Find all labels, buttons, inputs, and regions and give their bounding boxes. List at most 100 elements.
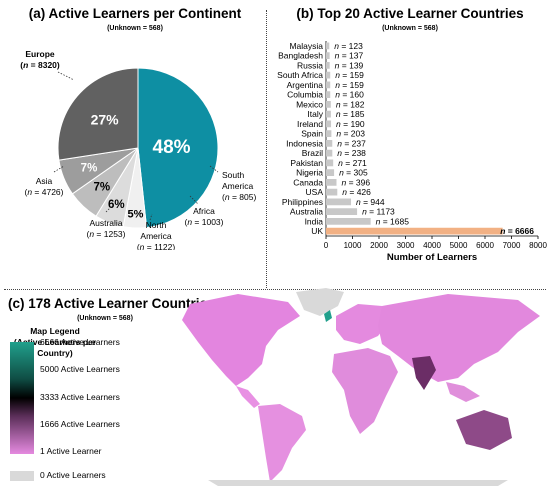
pie-leader-north-america xyxy=(149,213,153,221)
bar-value-label: n = 6666 xyxy=(500,226,534,236)
bar-pakistan xyxy=(326,159,334,167)
world-map xyxy=(182,288,540,486)
legend-zero-swatch xyxy=(10,471,34,481)
bar-x-tick-label: 0 xyxy=(324,241,329,250)
bar-value-label: n = 159 xyxy=(335,80,364,90)
map-central-america xyxy=(236,386,260,408)
map-north-america xyxy=(182,294,300,386)
pie-label-south-america-line-0: South xyxy=(222,170,244,180)
map-australia xyxy=(456,410,512,450)
bar-value-label: n = 182 xyxy=(336,99,365,109)
bar-category-label: Philippines xyxy=(282,197,323,207)
pie-label-south-america-line-1: America xyxy=(222,181,253,191)
bar-category-label: India xyxy=(305,216,324,226)
pie-percent-asia: 27% xyxy=(91,111,120,127)
bar-x-axis-title: Number of Learners xyxy=(387,252,477,260)
bar-category-label: Italy xyxy=(307,109,323,119)
pie-label-africa-line-0: Africa xyxy=(193,206,215,216)
bar-malaysia xyxy=(326,42,330,50)
vertical-divider xyxy=(266,10,267,288)
pie-label-europe-name: Europe xyxy=(25,49,55,59)
map-title: (c) 178 Active Learner Countries xyxy=(8,296,215,311)
bar-value-label: n = 426 xyxy=(342,187,371,197)
bar-value-label: n = 137 xyxy=(335,51,364,61)
map-south-america xyxy=(258,404,306,482)
bar-value-label: n = 185 xyxy=(336,109,365,119)
bar-x-tick-label: 4000 xyxy=(423,241,441,250)
pie-percent-australia: 7% xyxy=(81,163,98,175)
bar-x-tick-label: 2000 xyxy=(370,241,388,250)
legend-tick-1: 1 Active Learner xyxy=(40,446,102,456)
bar-value-label: n = 396 xyxy=(341,177,370,187)
bar-philippines xyxy=(326,198,352,206)
pie-percent-africa: 6% xyxy=(108,199,125,211)
pie-subtitle: (Unknown = 568) xyxy=(107,25,163,32)
bar-category-label: Columbia xyxy=(287,90,323,100)
pie-label-asia-line-0: Asia xyxy=(36,176,53,186)
bar-uk xyxy=(326,227,503,235)
bar-category-label: USA xyxy=(306,187,324,197)
pie-chart: 48%5%6%7%7%27%Europe(n = 8320)SouthAmeri… xyxy=(20,49,256,250)
bar-value-label: n = 238 xyxy=(337,148,366,158)
bar-south-africa xyxy=(326,71,331,79)
bar-argentina xyxy=(326,81,331,89)
map-uk xyxy=(324,310,332,322)
map-subtitle: (Unknown = 568) xyxy=(77,315,133,322)
bar-x-tick-label: 5000 xyxy=(450,241,468,250)
pie-label-africa-line-1: (n = 1003) xyxy=(184,217,223,227)
bar-brazil xyxy=(326,149,333,157)
bar-category-label: Pakistan xyxy=(290,158,323,168)
bar-value-label: n = 159 xyxy=(335,70,364,80)
bar-x-tick-label: 6000 xyxy=(476,241,494,250)
pie-label-australia-line-0: Australia xyxy=(89,218,122,228)
bar-value-label: n = 271 xyxy=(338,158,367,168)
pie-percent-europe: 48% xyxy=(153,137,191,158)
legend-zero-label: 0 Active Learners xyxy=(40,470,106,480)
bar-title: (b) Top 20 Active Learner Countries xyxy=(296,6,524,21)
bar-value-label: n = 237 xyxy=(337,138,366,148)
map-europe xyxy=(336,304,390,344)
bar-canada xyxy=(326,179,337,186)
map-asia xyxy=(378,294,540,382)
bar-category-label: Argentina xyxy=(287,80,324,90)
bar-italy xyxy=(326,110,331,118)
pie-slice-europe xyxy=(137,67,219,229)
bar-india xyxy=(326,218,371,225)
pie-label-europe-count-line-0: (n = 8320) xyxy=(20,60,60,70)
bar-category-label: Malaysia xyxy=(289,41,323,51)
pie-percent-south-america: 5% xyxy=(127,208,143,220)
bar-value-label: n = 203 xyxy=(336,129,365,139)
pie-leader-europe xyxy=(57,71,75,81)
bar-category-label: Brazil xyxy=(302,148,323,158)
bar-value-label: n = 1685 xyxy=(376,216,410,226)
bar-category-label: UK xyxy=(311,226,323,236)
bar-mexico xyxy=(326,101,331,108)
pie-title: (a) Active Learners per Continent xyxy=(28,6,242,21)
horizontal-divider xyxy=(4,289,546,290)
bar-value-label: n = 139 xyxy=(335,60,364,70)
bar-australia xyxy=(326,208,358,215)
bar-category-label: Russia xyxy=(297,60,323,70)
bar-chart: Malaysia n = 123 Bangladesh n = 137 Russia n … xyxy=(277,41,547,260)
pie-label-australia-line-1: (n = 1253) xyxy=(86,229,125,239)
bar-ireland xyxy=(326,120,332,128)
pie-label-north-america-line-2: (n = 1122) xyxy=(137,242,176,250)
pie-label-north-america-line-1: America xyxy=(140,231,171,241)
pie-slice-asia xyxy=(57,67,139,161)
pie-label-asia-line-1: (n = 4726) xyxy=(24,187,63,197)
bar-value-label: n = 305 xyxy=(339,168,368,178)
pie-leader-africa xyxy=(189,195,199,205)
bar-value-label: n = 1173 xyxy=(362,207,395,217)
bar-category-label: Indonesia xyxy=(286,138,323,148)
bar-value-label: n = 944 xyxy=(356,197,385,207)
bar-spain xyxy=(326,130,332,137)
bar-russia xyxy=(326,62,330,69)
map-greenland xyxy=(296,288,344,316)
bar-category-label: Mexico xyxy=(296,99,323,109)
bar-category-label: Bangladesh xyxy=(278,51,323,61)
pie-leader-australia xyxy=(105,205,113,213)
bar-x-tick-label: 3000 xyxy=(397,241,415,250)
map-legend-colorbar xyxy=(10,342,34,454)
bar-indonesia xyxy=(326,140,333,147)
bar-category-label: Ireland xyxy=(297,119,323,129)
